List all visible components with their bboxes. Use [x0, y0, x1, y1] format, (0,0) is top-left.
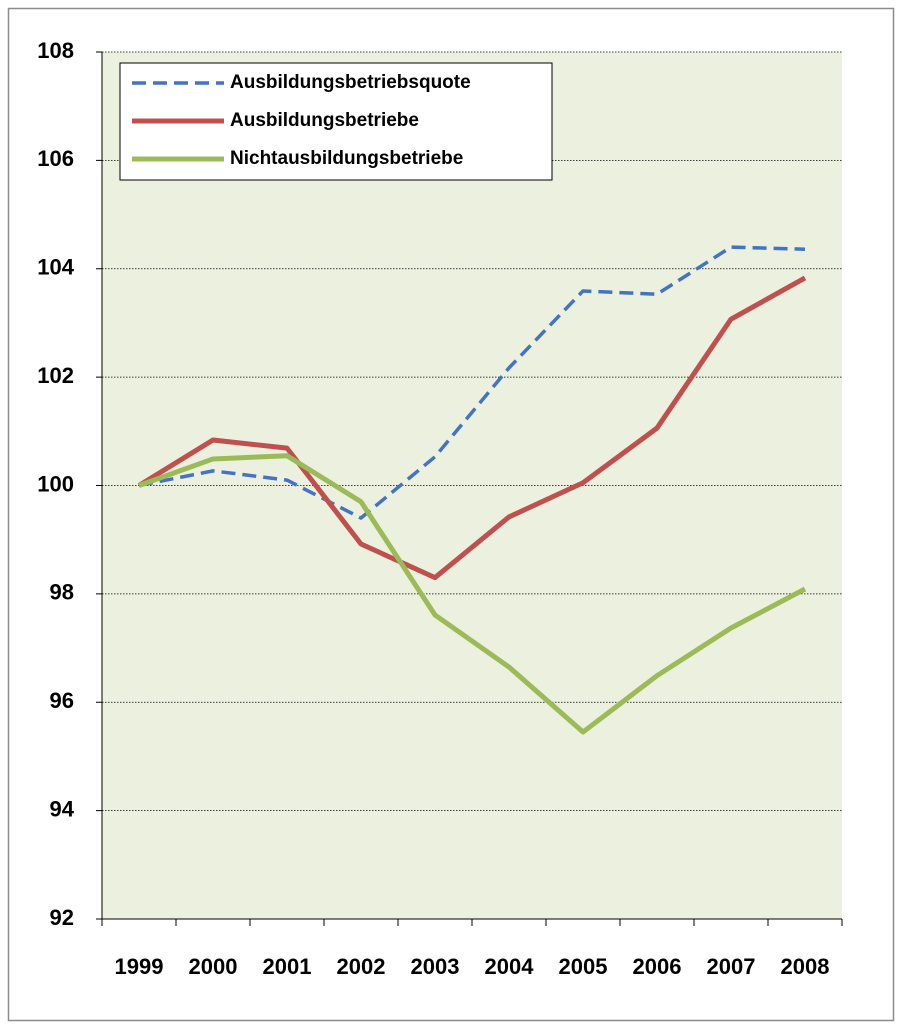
y-tick-label: 94: [50, 796, 75, 821]
y-tick-label: 102: [37, 363, 74, 388]
x-tick-label: 2008: [781, 954, 830, 979]
x-tick-label: 2003: [411, 954, 460, 979]
y-tick-label: 100: [37, 471, 74, 496]
y-tick-label: 108: [37, 38, 74, 63]
x-tick-label: 2001: [263, 954, 312, 979]
series-line: [138, 453, 807, 735]
y-tick-label: 96: [50, 688, 74, 713]
legend-label: Ausbildungsbetriebsquote: [230, 72, 471, 93]
legend-label: Ausbildungsbetriebe: [230, 110, 419, 131]
x-tick-label: 2002: [337, 954, 386, 979]
x-tick-label: 2000: [189, 954, 238, 979]
x-tick-label: 1999: [115, 954, 164, 979]
series-line: [137, 275, 807, 581]
y-tick-label: 104: [37, 255, 74, 280]
y-tick-label: 92: [50, 905, 74, 930]
x-tick-label: 2005: [559, 954, 608, 979]
series-line: [138, 245, 806, 520]
legend-label: Nichtausbildungsbetriebe: [230, 148, 463, 169]
x-tick-label: 2006: [633, 954, 682, 979]
x-tick-label: 2004: [485, 954, 535, 979]
y-tick-label: 106: [37, 146, 74, 171]
y-tick-label: 98: [50, 580, 74, 605]
x-tick-label: 2007: [707, 954, 756, 979]
